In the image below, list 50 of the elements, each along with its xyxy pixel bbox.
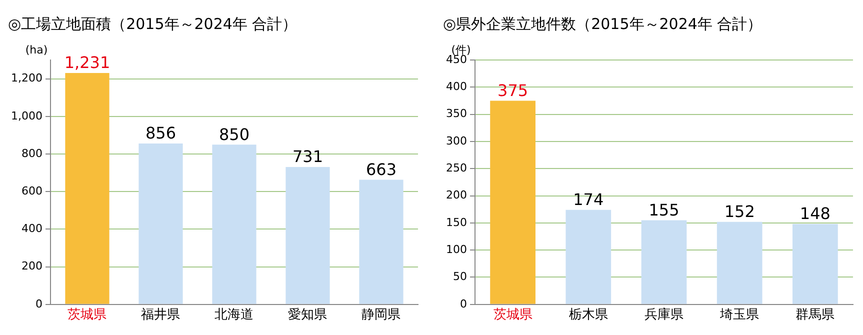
bar: [641, 220, 687, 304]
y-tick-label: 800: [21, 146, 42, 160]
x-tick-label: 北海道: [214, 308, 254, 323]
bar: [566, 210, 612, 304]
y-tick-label: 400: [21, 222, 42, 236]
y-tick-label: 50: [452, 270, 467, 284]
bar: [490, 100, 536, 304]
data-label: 856: [145, 124, 176, 143]
y-axis-title: (件): [451, 43, 471, 56]
y-tick-label: 0: [460, 297, 467, 310]
data-label: 152: [724, 202, 755, 222]
data-label: 148: [800, 204, 830, 224]
data-label: 731: [292, 147, 324, 166]
x-tick-label: 愛知県: [288, 308, 328, 323]
y-tick-label: 1,000: [10, 109, 42, 122]
x-tick-label: 埼玉県: [719, 308, 760, 323]
x-tick-label: 福井県: [141, 308, 180, 323]
x-tick-label: 茨城県: [68, 308, 107, 323]
data-label: 155: [648, 200, 680, 220]
x-tick-label: 茨城県: [493, 308, 532, 323]
y-tick-label: 1,200: [10, 72, 42, 85]
y-tick-label: 0: [35, 297, 42, 310]
bar: [716, 222, 762, 304]
y-tick-label: 400: [446, 80, 467, 94]
x-tick-label: 栃木県: [568, 308, 608, 323]
data-label: 850: [218, 124, 250, 144]
x-tick-label: 兵庫県: [644, 306, 684, 323]
y-tick-label: 150: [446, 216, 467, 229]
bar: [359, 180, 404, 304]
x-tick-label: 静岡県: [362, 308, 401, 323]
chart-title: ◎工場立地面積（2015年～2024年 合計）: [8, 14, 298, 33]
y-axis-title: (ha): [25, 43, 48, 56]
bar: [792, 224, 838, 304]
data-label: 663: [366, 160, 397, 179]
bar: [138, 143, 183, 304]
y-tick-label: 250: [446, 161, 467, 174]
y-tick-label: 300: [446, 134, 467, 148]
y-tick-label: 200: [21, 260, 42, 273]
data-label: 375: [498, 80, 528, 100]
y-tick-label: 100: [446, 242, 467, 256]
x-tick-label: 群馬県: [796, 308, 835, 323]
bar: [212, 144, 256, 304]
y-tick-label: 600: [21, 184, 42, 198]
bar: [286, 166, 330, 304]
y-tick-label: 350: [446, 107, 467, 120]
data-label: 174: [573, 190, 604, 210]
chart-title: ◎県外企業立地件数（2015年～2024年 合計）: [443, 14, 762, 33]
y-tick-label: 200: [446, 188, 467, 202]
bar: [65, 72, 110, 304]
data-label: 1,231: [64, 53, 110, 72]
